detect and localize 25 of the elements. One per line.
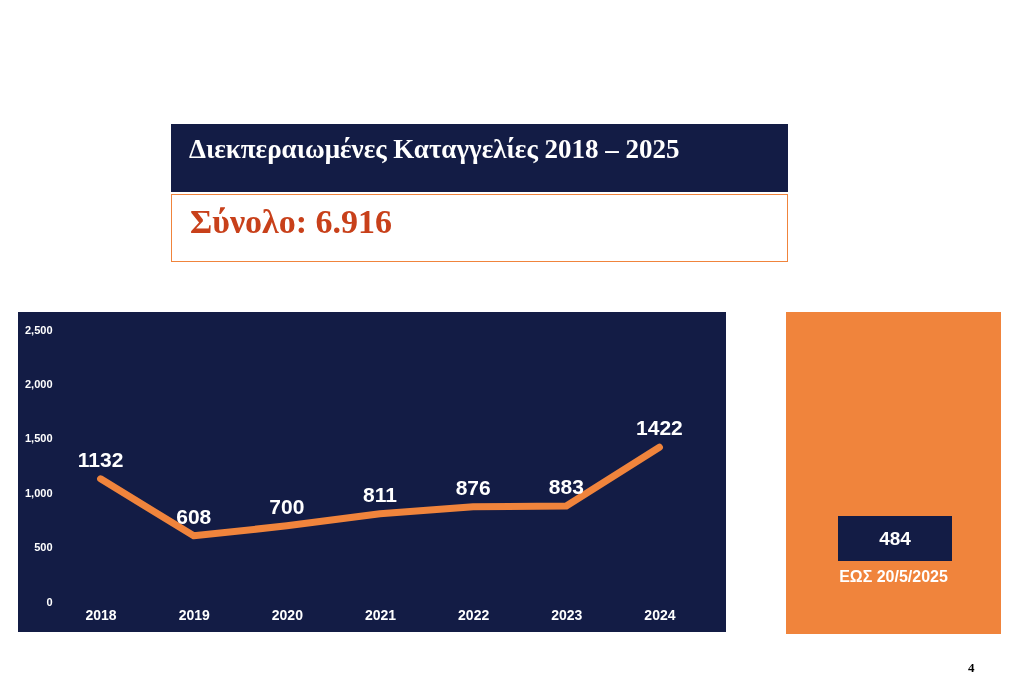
data-label: 700 <box>269 494 305 518</box>
y-tick-label: 2,000 <box>24 377 53 390</box>
y-tick-label: 1,500 <box>24 432 53 445</box>
text: 484 <box>838 516 952 561</box>
y-tick-label: 1,000 <box>24 486 53 499</box>
x-tick-label: 2019 <box>178 606 210 623</box>
text: ΕΩΣ 20/5/2025 <box>838 568 949 586</box>
x-tick-label: 2024 <box>644 606 676 623</box>
data-label: 811 <box>363 482 398 506</box>
chart-subtitle: Σύνολο: 6.916 <box>171 194 788 262</box>
y-tick-label: 500 <box>34 541 53 554</box>
data-label: 1132 <box>77 447 124 471</box>
data-label: 608 <box>176 504 212 528</box>
y-tick-label: 2,500 <box>24 323 53 336</box>
text: 4 <box>968 660 975 676</box>
x-tick-label: 2018 <box>85 606 117 623</box>
y-tick-label: 0 <box>46 595 53 608</box>
x-tick-label: 2022 <box>458 606 490 623</box>
data-label: 1422 <box>636 416 683 440</box>
data-label: 883 <box>548 474 584 498</box>
data-label: 876 <box>455 475 491 499</box>
x-tick-label: 2023 <box>551 606 583 623</box>
chart-title: Διεκπεραιωμένες Καταγγελίες 2018 – 2025 <box>171 124 788 192</box>
x-tick-label: 2021 <box>364 606 397 623</box>
x-tick-label: 2020 <box>271 606 304 623</box>
